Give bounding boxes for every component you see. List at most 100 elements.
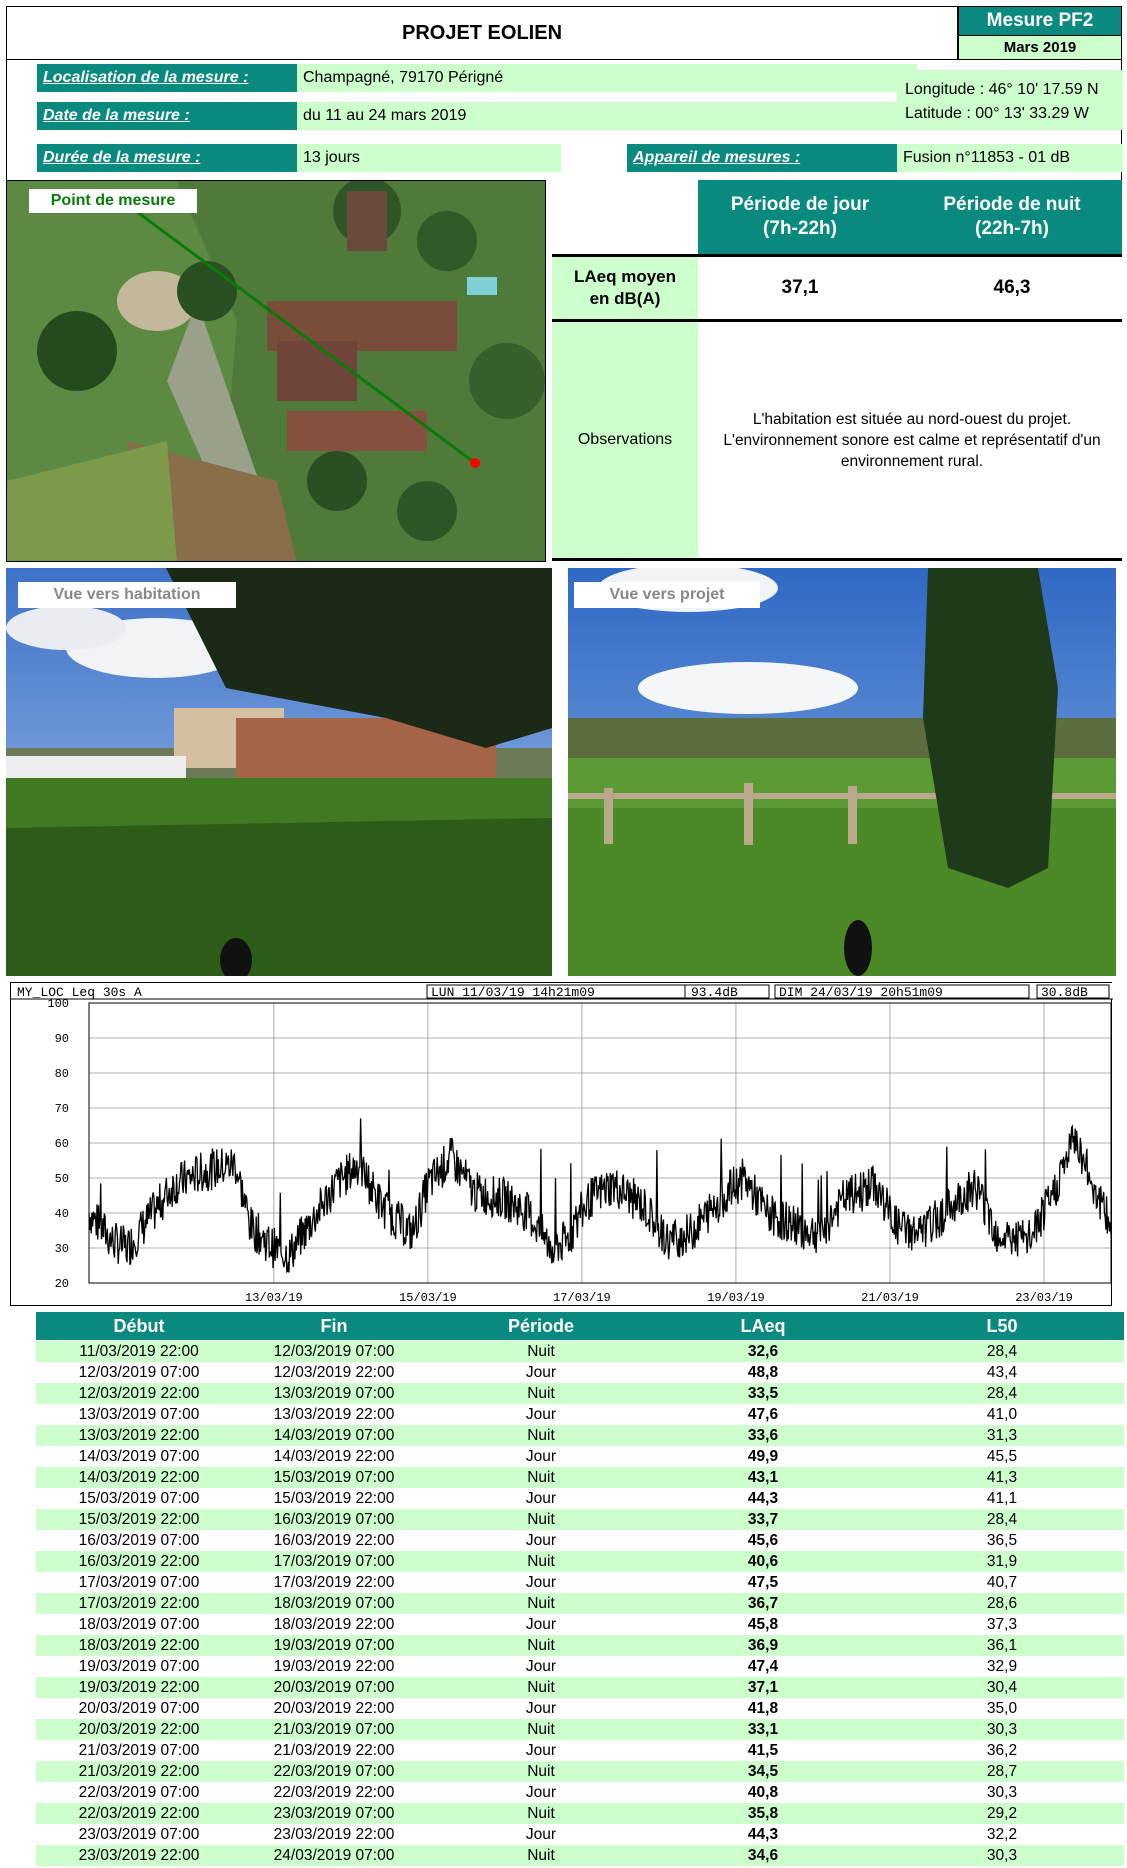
cell-fin: 24/03/2019 07:00 [273, 1846, 395, 1864]
cell-periode: Jour [525, 1699, 557, 1717]
cell-fin: 17/03/2019 22:00 [273, 1573, 395, 1591]
divider [552, 558, 1122, 561]
cell-l50: 41,3 [986, 1468, 1018, 1486]
y-tick-label: 40 [55, 1207, 69, 1221]
col-fin: Fin [320, 1315, 348, 1336]
location-value: Champagné, 79170 Périgné [297, 64, 917, 92]
y-tick-label: 70 [55, 1102, 69, 1116]
table-row: 15/03/2019 22:00 16/03/2019 07:00 Nuit 33,7… [36, 1509, 1124, 1530]
chart-grid [89, 1002, 1111, 1284]
table-row: 21/03/2019 22:00 22/03/2019 07:00 Nuit 34,5… [36, 1761, 1124, 1782]
x-tick-label: 15/03/19 [399, 1291, 457, 1305]
table-row: 12/03/2019 22:00 13/03/2019 07:00 Nuit 33,5… [36, 1383, 1124, 1404]
measure-id: Mesure PF2 [959, 7, 1121, 35]
cell-l50: 30,3 [986, 1783, 1018, 1801]
cell-periode: Jour [525, 1405, 557, 1423]
page-title: PROJET EOLIEN [6, 6, 958, 60]
cell-laeq: 33,1 [747, 1720, 779, 1738]
chart-header-max: 93.4dB [691, 985, 738, 1000]
table-row: 23/03/2019 07:00 23/03/2019 22:00 Jour 44,3… [36, 1824, 1124, 1845]
cell-laeq: 43,1 [747, 1468, 779, 1486]
duration-label: Durée de la mesure : [37, 144, 297, 172]
cell-l50: 41,1 [986, 1489, 1018, 1507]
chart-y-ticks: 100 90 80 70 60 50 40 30 20 [47, 997, 69, 1291]
cell-periode: Nuit [527, 1846, 555, 1864]
coordinates: Longitude : 46° 10' 17.59 N Latitude : 0… [897, 70, 1123, 130]
cell-laeq: 45,6 [747, 1531, 779, 1549]
cell-fin: 15/03/2019 07:00 [273, 1468, 395, 1486]
table-row: 16/03/2019 07:00 16/03/2019 22:00 Jour 45,6… [36, 1530, 1124, 1551]
cell-l50: 30,3 [986, 1720, 1018, 1738]
cell-l50: 35,0 [986, 1699, 1018, 1717]
cell-fin: 18/03/2019 07:00 [273, 1594, 395, 1612]
observations-text: L'habitation est située au nord-ouest du… [723, 410, 1101, 470]
cell-periode: Nuit [527, 1342, 555, 1360]
cell-fin: 12/03/2019 07:00 [273, 1342, 395, 1360]
night-period-header: Période de nuit (22h-7h) [943, 194, 1081, 239]
cell-laeq: 34,5 [747, 1762, 779, 1780]
cell-periode: Jour [525, 1447, 557, 1465]
cell-periode: Nuit [527, 1510, 555, 1528]
cell-l50: 31,9 [986, 1552, 1018, 1570]
cell-debut: 13/03/2019 07:00 [78, 1405, 200, 1423]
cell-l50: 32,2 [986, 1825, 1018, 1843]
cell-periode: Nuit [527, 1762, 555, 1780]
cell-fin: 13/03/2019 07:00 [273, 1384, 395, 1402]
table-row: 15/03/2019 07:00 15/03/2019 22:00 Jour 44,3… [36, 1488, 1124, 1509]
cell-laeq: 41,5 [747, 1741, 779, 1759]
cell-laeq: 44,3 [747, 1489, 779, 1507]
laeq-day-value: 37,1 [781, 277, 819, 298]
chart-header-left: MY_LOC Leq 30s A [17, 985, 142, 1000]
table-row: 11/03/2019 22:00 12/03/2019 07:00 Nuit 32,6… [36, 1341, 1124, 1362]
chart-x-ticks: 13/03/19 15/03/19 17/03/19 19/03/19 21/03/19… [245, 1291, 1073, 1305]
cell-laeq: 36,7 [747, 1594, 779, 1612]
table-row: 23/03/2019 22:00 24/03/2019 07:00 Nuit 34,6… [36, 1845, 1124, 1866]
cell-laeq: 32,6 [747, 1342, 779, 1360]
cell-laeq: 49,9 [747, 1447, 779, 1465]
cell-laeq: 40,8 [747, 1783, 779, 1801]
table-row: 19/03/2019 07:00 19/03/2019 22:00 Jour 47,4… [36, 1656, 1124, 1677]
cell-debut: 12/03/2019 07:00 [78, 1363, 200, 1381]
cell-debut: 19/03/2019 07:00 [78, 1657, 200, 1675]
cell-laeq: 37,1 [747, 1678, 779, 1696]
table-row: 16/03/2019 22:00 17/03/2019 07:00 Nuit 40,6… [36, 1551, 1124, 1572]
cell-debut: 20/03/2019 22:00 [78, 1720, 200, 1738]
cell-debut: 15/03/2019 22:00 [78, 1510, 200, 1528]
cell-l50: 31,3 [986, 1426, 1018, 1444]
aerial-photo: Point de mesure [6, 180, 546, 562]
cell-fin: 13/03/2019 22:00 [273, 1405, 395, 1423]
cell-debut: 22/03/2019 22:00 [78, 1804, 200, 1822]
noise-chart: MY_LOC Leq 30s A LUN 11/03/19 14h21m09 9… [10, 982, 1113, 1306]
x-tick-label: 13/03/19 [245, 1291, 303, 1305]
x-tick-label: 21/03/19 [861, 1291, 919, 1305]
cell-fin: 23/03/2019 22:00 [273, 1825, 395, 1843]
cell-l50: 45,5 [986, 1447, 1018, 1465]
col-l50: L50 [986, 1315, 1018, 1336]
cell-debut: 12/03/2019 22:00 [78, 1384, 200, 1402]
cell-fin: 14/03/2019 22:00 [273, 1447, 395, 1465]
latitude: Latitude : 00° 13' 33.29 W [905, 105, 1089, 122]
cell-debut: 16/03/2019 07:00 [78, 1531, 200, 1549]
chart-header-min: 30.8dB [1041, 985, 1088, 1000]
cell-l50: 40,7 [986, 1573, 1018, 1591]
col-laeq: LAeq [740, 1315, 786, 1336]
cell-periode: Jour [525, 1531, 557, 1549]
cell-l50: 36,5 [986, 1531, 1018, 1549]
location-label: Localisation de la mesure : [37, 64, 297, 92]
measure-date: Mars 2019 [959, 35, 1121, 59]
cell-fin: 14/03/2019 07:00 [273, 1426, 395, 1444]
cell-laeq: 36,9 [747, 1636, 779, 1654]
cell-fin: 22/03/2019 07:00 [273, 1762, 395, 1780]
table-row: 20/03/2019 22:00 21/03/2019 07:00 Nuit 33,1… [36, 1719, 1124, 1740]
cell-laeq: 41,8 [747, 1699, 779, 1717]
cell-debut: 17/03/2019 07:00 [78, 1573, 200, 1591]
cell-l50: 32,9 [986, 1657, 1018, 1675]
cell-fin: 23/03/2019 07:00 [273, 1804, 395, 1822]
cell-debut: 18/03/2019 07:00 [78, 1615, 200, 1633]
cell-fin: 16/03/2019 07:00 [273, 1510, 395, 1528]
cell-l50: 41,0 [986, 1405, 1018, 1423]
photo-projet: Vue vers projet [568, 568, 1116, 976]
summary-panel: Période de jour (7h-22h) Période de nuit… [552, 180, 1122, 562]
cell-fin: 19/03/2019 22:00 [273, 1657, 395, 1675]
cell-fin: 20/03/2019 22:00 [273, 1699, 395, 1717]
